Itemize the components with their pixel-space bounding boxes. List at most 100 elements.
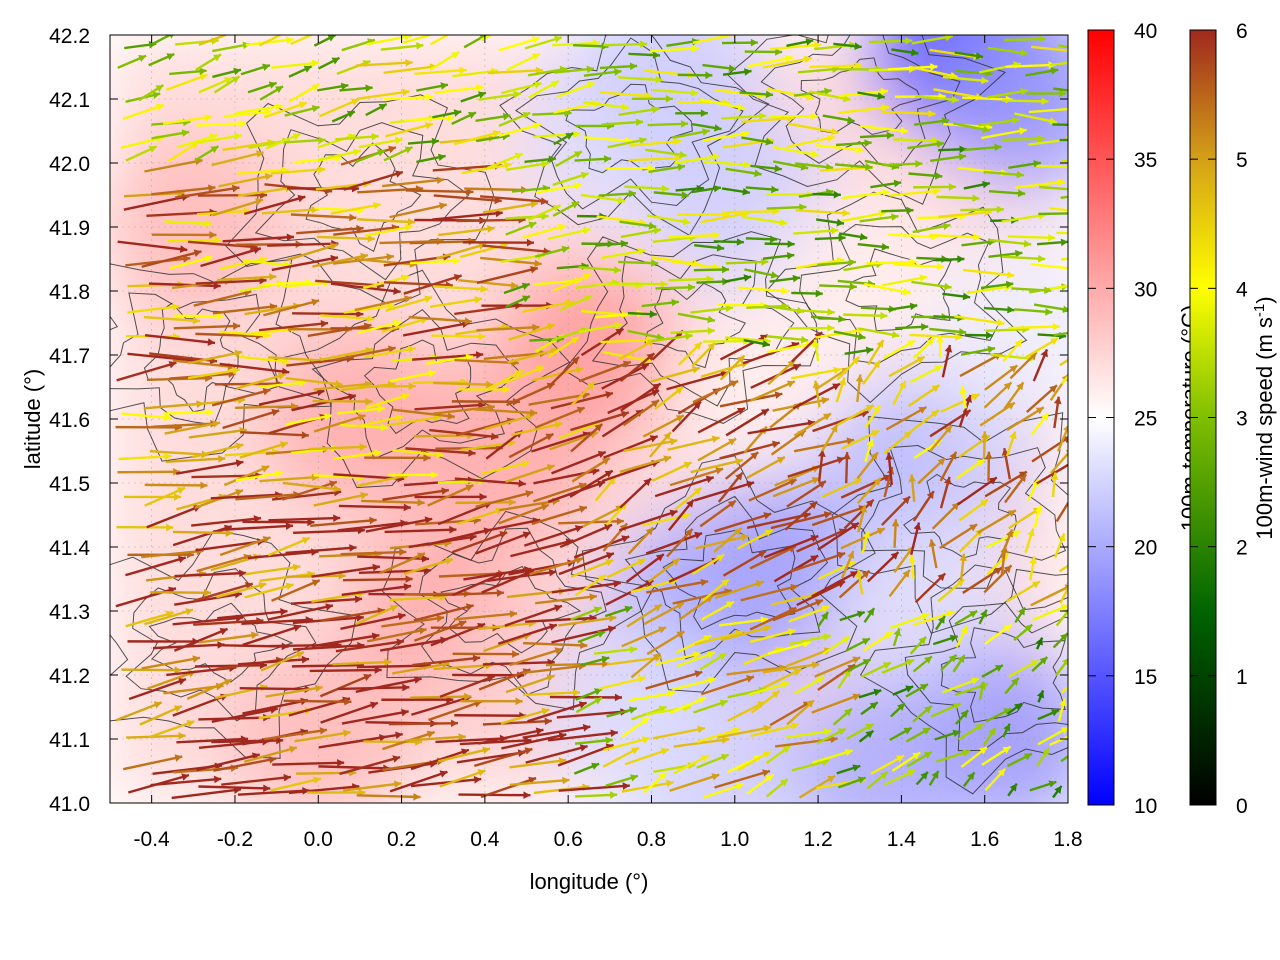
wind-arrow-head <box>174 666 182 674</box>
wind-arrow-head <box>918 636 927 645</box>
wind-arrow <box>416 153 446 164</box>
wind-arrow <box>462 238 534 247</box>
wind-arrow <box>861 359 882 385</box>
wind-arrow-head <box>725 304 733 313</box>
wind-arrow-head <box>775 48 783 56</box>
wind-arrow-shaft <box>742 341 800 365</box>
wind-arrow <box>863 607 876 623</box>
wind-arrow <box>223 108 272 118</box>
wind-arrow-shaft <box>497 623 558 645</box>
wind-arrow-head <box>697 696 706 704</box>
wind-arrow-shaft <box>962 268 1015 277</box>
wind-arrow <box>985 707 1012 723</box>
wind-arrow-shaft <box>629 139 682 147</box>
wind-arrow <box>720 624 772 642</box>
wind-arrow-shaft <box>383 95 434 101</box>
wind-arrow <box>317 148 362 162</box>
wind-arrow-head <box>787 628 796 636</box>
wind-arrow-shaft <box>814 656 861 678</box>
wind-arrow-head <box>515 370 524 378</box>
wind-arrow-head <box>1073 186 1080 194</box>
wind-arrow-shaft <box>1030 263 1068 270</box>
wind-arrow-shaft <box>438 747 491 763</box>
wind-arrow-shaft <box>118 454 172 461</box>
wind-arrow-shaft <box>596 215 647 225</box>
wind-arrow-head <box>480 285 488 293</box>
wind-arrow <box>1037 709 1060 721</box>
wind-arrow <box>270 165 326 175</box>
wind-arrow-head <box>909 302 918 311</box>
wind-arrow <box>1050 472 1059 498</box>
wind-arrow-head <box>882 189 890 197</box>
wind-arrow-shaft <box>1049 451 1068 474</box>
wind-arrow-shaft <box>216 582 267 599</box>
wind-arrow <box>912 704 933 723</box>
wind-arrow-shaft <box>551 626 616 644</box>
wind-arrow <box>750 689 781 714</box>
wind-arrow <box>790 366 842 380</box>
wind-arrow-head <box>286 36 294 45</box>
wind-arrow <box>817 449 826 482</box>
wind-arrow-head <box>224 77 233 85</box>
wind-arrow-shaft <box>414 403 486 411</box>
wind-arrow <box>954 51 984 60</box>
wind-arrow-shaft <box>434 85 484 95</box>
wind-arrow-head <box>393 287 401 295</box>
wind-arrow <box>905 683 929 698</box>
wind-arrow-head <box>733 527 742 536</box>
wind-arrow-head <box>461 748 469 756</box>
wind-arrow-head <box>524 747 533 755</box>
wind-arrow-head <box>1003 723 1011 732</box>
wind-arrow-shaft <box>311 633 380 648</box>
wind-arrow-head <box>608 614 617 623</box>
wind-arrow-shaft <box>236 104 284 115</box>
wind-arrow-shaft <box>461 163 512 175</box>
wind-arrow-shaft <box>122 103 165 121</box>
wind-arrow-shaft <box>981 128 1027 140</box>
wind-arrow-head <box>425 122 433 130</box>
wind-arrow <box>836 356 861 381</box>
wind-arrow <box>505 221 537 236</box>
wind-arrow-head <box>771 185 779 194</box>
wind-arrow <box>772 476 821 498</box>
wind-arrow-head <box>876 339 884 348</box>
wind-arrow <box>959 553 968 581</box>
wind-arrow <box>1029 780 1057 792</box>
wind-arrow-head <box>1039 656 1048 665</box>
wind-arrow-shaft <box>714 769 771 789</box>
wind-arrow-head <box>313 776 321 784</box>
wind-arrow-shaft <box>456 218 526 223</box>
wind-arrow-shaft <box>152 422 218 428</box>
wind-arrow <box>618 259 659 267</box>
wind-arrow-head <box>570 337 579 345</box>
wind-arrow-head <box>377 149 385 157</box>
wind-arrow <box>382 487 449 501</box>
wind-arrow-head <box>800 335 809 344</box>
wind-arrow-shaft <box>790 552 846 573</box>
wind-arrow-shaft <box>309 668 382 673</box>
wind-arrow <box>929 424 953 453</box>
wind-arrow <box>313 35 336 47</box>
wind-arrow-shaft <box>293 529 365 534</box>
wind-arrow <box>319 673 372 698</box>
wind-arrow-head <box>238 119 247 128</box>
wind-arrow-shaft <box>749 545 797 570</box>
wind-arrow-head <box>765 774 774 782</box>
wind-arrow <box>487 568 557 582</box>
wind-arrow-head <box>676 631 685 639</box>
wind-arrow-head <box>477 91 486 99</box>
wind-arrow-shaft <box>535 595 597 605</box>
wind-arrow-shaft <box>582 101 629 110</box>
wind-arrow-head <box>764 529 773 537</box>
wind-arrow-shaft <box>363 740 423 744</box>
wind-arrow-shaft <box>599 91 653 98</box>
wind-arrow-head <box>283 773 291 782</box>
wind-arrow <box>1049 735 1068 747</box>
wind-arrow-head <box>1077 163 1084 171</box>
wind-arrow <box>626 603 663 628</box>
wind-arrow-head <box>277 372 286 380</box>
wind-arrow-head <box>1014 703 1023 711</box>
wind-arrow-head <box>897 703 905 711</box>
wind-arrow <box>952 654 966 673</box>
wind-arrow-head <box>976 459 985 467</box>
